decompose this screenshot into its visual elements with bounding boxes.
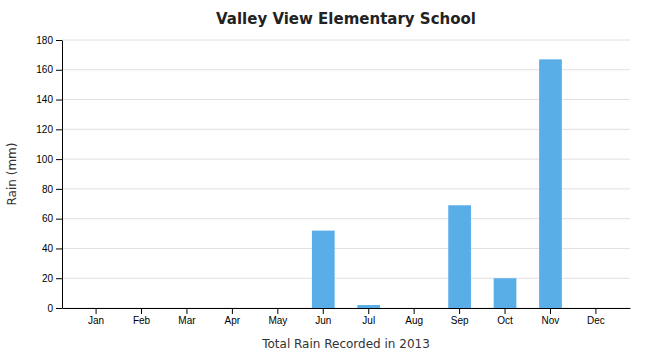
y-tick: 160 [36,64,62,75]
x-tick: Mar [178,308,196,326]
x-tick-label: Feb [133,315,151,326]
y-tick: 100 [36,154,62,165]
y-tick: 0 [47,303,62,314]
bar [312,231,335,308]
y-tick-mark [56,248,62,249]
x-tick-mark [459,308,460,314]
x-tick-label: Jul [362,315,375,326]
bar [357,305,380,308]
x-tick-mark [368,308,369,314]
y-tick-mark [56,278,62,279]
x-tick-mark [505,308,506,314]
y-tick-label: 140 [36,94,53,105]
x-tick-label: Jan [88,315,104,326]
x-tick-mark [277,308,278,314]
chart-title: Valley View Elementary School [216,10,476,28]
x-tick: Feb [133,308,151,326]
y-tick: 140 [36,94,62,105]
x-tick-mark [96,308,97,314]
chart-container: Jan Feb Mar Apr May Jun Jul Aug Sep Oct Nov Dec 0 20 4… [0,0,650,360]
y-tick-mark [56,70,62,71]
x-tick-label: Aug [405,315,423,326]
x-tick-label: Mar [178,315,196,326]
y-tick: 80 [42,184,62,195]
x-tick-mark [186,308,187,314]
x-tick: Nov [542,308,560,326]
bar [448,205,471,308]
y-tick: 20 [42,273,62,284]
y-tick-label: 60 [42,213,54,224]
bar [176,308,199,309]
bar [85,308,108,309]
y-tick-label: 100 [36,154,53,165]
bar [539,59,562,308]
y-tick-label: 40 [42,243,54,254]
y-tick-label: 80 [42,184,54,195]
x-tick-label: Sep [451,315,469,326]
grid [62,40,630,308]
x-tick: Jun [315,308,331,326]
grid-line [62,40,630,41]
x-tick: Jan [88,308,104,326]
y-axis: 0 20 40 60 80 100 120 140 160 180 [36,35,62,314]
y-tick-mark [56,40,62,41]
y-tick-mark [56,308,62,309]
x-tick-mark [414,308,415,314]
x-tick: Sep [451,308,469,326]
y-tick-mark [56,129,62,130]
y-tick-mark [56,159,62,160]
x-tick-mark [323,308,324,314]
bar [494,278,517,308]
y-tick: 40 [42,243,62,254]
y-tick-mark [56,189,62,190]
y-tick-mark [56,100,62,101]
bar [130,308,153,309]
y-axis-title: Rain (mm) [5,143,19,206]
bar [585,308,608,309]
x-tick-label: Nov [542,315,560,326]
y-tick-label: 120 [36,124,53,135]
y-tick-mark [56,219,62,220]
x-tick-label: May [268,315,287,326]
x-tick-label: Dec [587,315,605,326]
y-tick: 120 [36,124,62,135]
x-tick: Oct [497,308,513,326]
bar [266,308,289,309]
x-tick: Aug [405,308,423,326]
x-tick-mark [141,308,142,314]
y-tick-label: 160 [36,64,53,75]
bar [221,308,244,309]
x-tick-mark [595,308,596,314]
chart-svg: Jan Feb Mar Apr May Jun Jul Aug Sep Oct Nov Dec 0 20 4… [0,0,650,360]
y-tick-label: 180 [36,35,53,46]
plot-area: Jan Feb Mar Apr May Jun Jul Aug Sep Oct Nov Dec 0 20 4… [36,35,630,326]
x-tick-label: Jun [315,315,331,326]
y-tick: 180 [36,35,62,46]
y-tick: 60 [42,213,62,224]
bars [312,59,562,308]
y-tick-label: 20 [42,273,54,284]
x-axis-line [63,308,631,309]
y-tick-label: 0 [47,303,53,314]
x-axis-title: Total Rain Recorded in 2013 [261,337,430,351]
x-tick-label: Oct [497,315,513,326]
x-tick-mark [232,308,233,314]
x-tick-mark [550,308,551,314]
x-tick: May [268,308,287,326]
bar [403,308,426,309]
y-axis-line [62,41,63,309]
x-tick: Dec [587,308,605,326]
x-tick-label: Apr [225,315,241,326]
x-axis: Jan Feb Mar Apr May Jun Jul Aug Sep Oct Nov Dec [63,308,631,326]
x-tick: Jul [362,308,375,326]
x-tick: Apr [225,308,241,326]
